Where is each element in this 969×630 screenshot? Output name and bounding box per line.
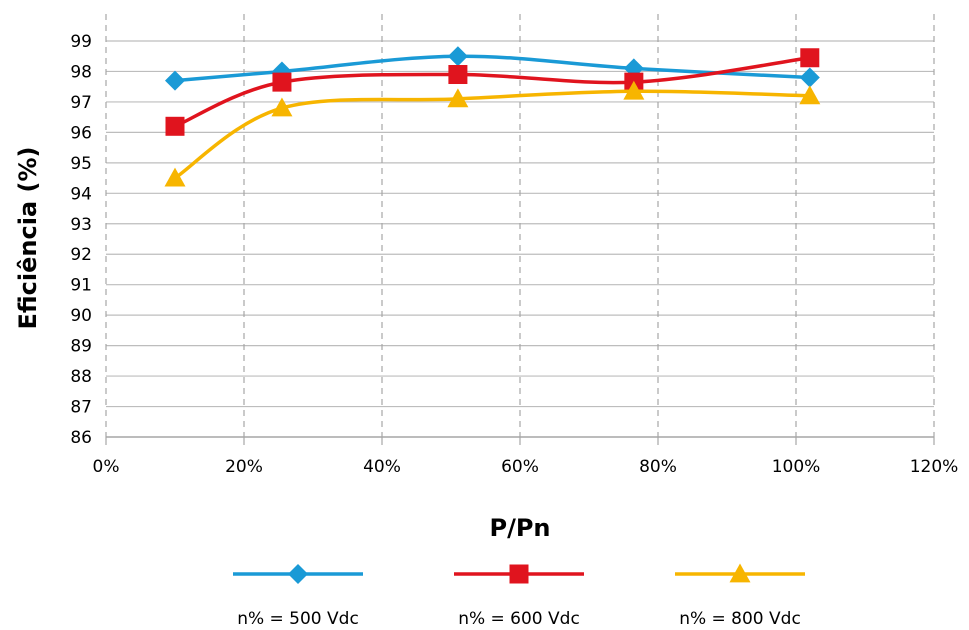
y-tick-label: 87	[70, 398, 92, 418]
data-point	[799, 85, 821, 105]
data-point	[448, 65, 468, 85]
y-tick-label: 95	[70, 154, 92, 174]
y-tick-label: 94	[70, 184, 92, 204]
data-point	[271, 97, 293, 117]
legend-marker	[509, 564, 529, 584]
data-point	[800, 48, 820, 68]
grid	[105, 14, 935, 437]
x-axis-title: P/Pn	[489, 514, 550, 542]
y-tick-label: 99	[70, 32, 92, 52]
y-tick-label: 91	[70, 276, 92, 296]
legend-label: n% = 500 Vdc	[237, 609, 359, 629]
x-tick-label: 100%	[772, 457, 821, 477]
series-3	[164, 80, 821, 187]
data-point	[272, 72, 292, 92]
x-tick-label: 120%	[910, 457, 959, 477]
x-tick-label: 0%	[93, 457, 120, 477]
y-tick-label: 90	[70, 306, 92, 326]
data-point	[165, 116, 185, 136]
y-tick-label: 89	[70, 337, 92, 357]
data-point	[164, 167, 186, 187]
y-tick-label: 98	[70, 62, 92, 82]
legend-item: n% = 500 Vdc	[233, 564, 363, 629]
y-tick-label: 86	[70, 428, 92, 448]
series-1	[165, 46, 820, 91]
y-tick-label: 97	[70, 93, 92, 113]
legend-item: n% = 800 Vdc	[675, 563, 805, 629]
x-tick-label: 40%	[363, 457, 401, 477]
legend-item: n% = 600 Vdc	[454, 564, 584, 629]
y-tick-label: 88	[70, 367, 92, 387]
y-tick-label: 93	[70, 215, 92, 235]
x-tick-label: 80%	[639, 457, 677, 477]
legend-marker	[729, 563, 751, 583]
x-tick-label: 20%	[225, 457, 263, 477]
series-line	[174, 89, 810, 180]
legend-label: n% = 600 Vdc	[458, 609, 580, 629]
axes	[105, 436, 935, 445]
series-2	[165, 48, 820, 136]
data-point	[799, 67, 820, 88]
tick-labels: 86 87 88 89 90 91 92 93 94 95 96 97 98 99 0% 20% 40% 60% 8…	[70, 32, 958, 477]
y-tick-label: 92	[70, 245, 92, 265]
y-tick-label: 96	[70, 123, 92, 143]
x-tick-label: 60%	[501, 457, 539, 477]
legend: n% = 500 Vdc n% = 600 Vdc n% = 800 Vdc	[233, 563, 805, 629]
data-point	[165, 70, 185, 91]
legend-marker	[288, 564, 308, 584]
legend-label: n% = 800 Vdc	[679, 609, 801, 629]
data-point	[623, 80, 645, 100]
data-point	[447, 88, 469, 108]
data-point	[447, 46, 468, 67]
y-axis-title: Eficiência (%)	[14, 147, 42, 330]
series-layer	[164, 46, 821, 187]
